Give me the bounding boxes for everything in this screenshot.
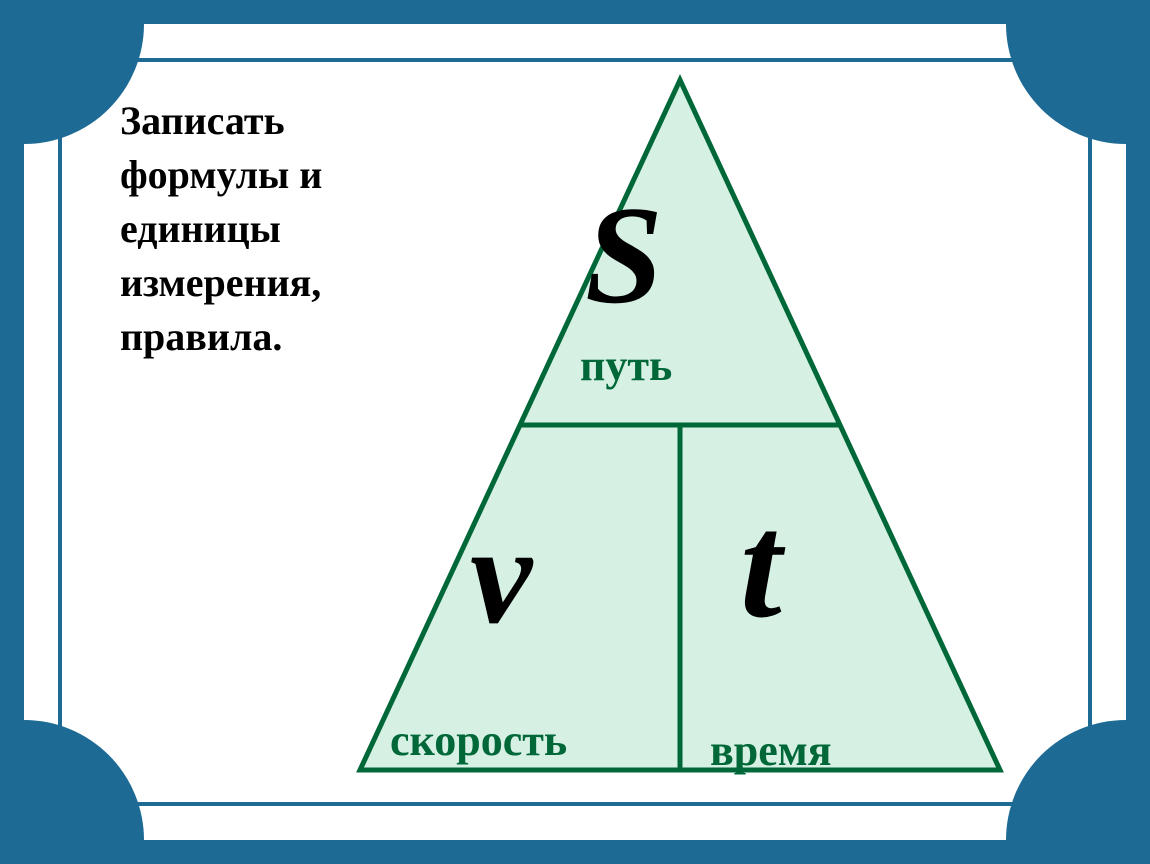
label-velocity: скорость [390,715,567,766]
symbol-velocity: v [470,495,532,656]
label-time: время [710,725,832,776]
label-distance: путь [580,340,672,391]
formula-triangle [330,70,1030,810]
symbol-distance: S [585,175,663,336]
symbol-time: t [740,480,782,652]
